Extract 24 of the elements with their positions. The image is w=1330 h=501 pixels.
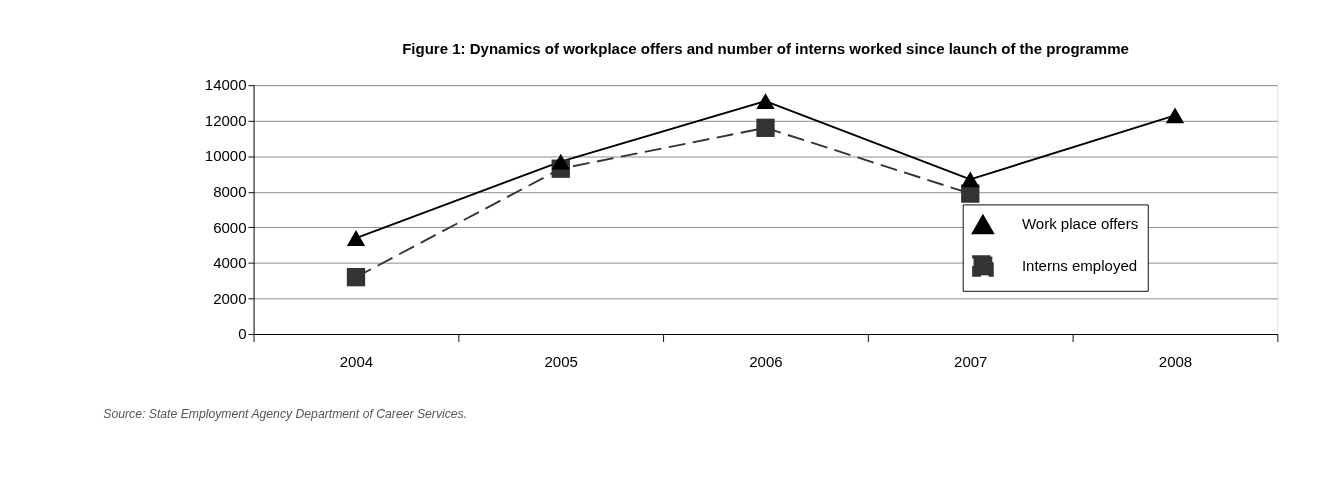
point — [961, 171, 980, 188]
y-tick-label: 8000 — [213, 182, 247, 200]
legend-label: Work place offers — [1021, 215, 1139, 233]
point — [1165, 107, 1185, 124]
point — [551, 153, 570, 170]
point — [756, 118, 775, 137]
x-tick-label: 2006 — [749, 353, 783, 371]
x-tick-label: 2008 — [1158, 353, 1193, 371]
y-tick-label: 2000 — [213, 289, 247, 307]
point — [346, 268, 366, 287]
x-tick-label: 2007 — [954, 353, 988, 371]
point — [346, 230, 366, 246]
y-tick-label: 4000 — [213, 254, 247, 272]
y-tick-label: 10000 — [204, 147, 247, 165]
legend-label: Interns employed — [1021, 256, 1138, 274]
x-tick-label: 2005 — [544, 353, 578, 371]
y-tick-label: 6000 — [213, 218, 247, 236]
chart-title: Figure 1: Dynamics of workplace offers and number of interns worked since launch of the programme — [402, 40, 1129, 58]
x-tick-label: 2004 — [339, 353, 374, 371]
y-tick-label: 12000 — [204, 111, 247, 129]
source-note: Source: State Employment Agency Department of Career Services. — [103, 406, 468, 421]
y-tick-label: 14000 — [204, 76, 247, 94]
y-tick-label: 0 — [238, 325, 247, 343]
point — [756, 93, 775, 110]
